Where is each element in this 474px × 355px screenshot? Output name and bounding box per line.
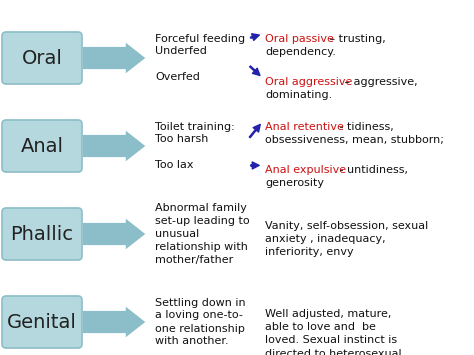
Text: set-up leading to: set-up leading to [155,216,250,226]
Text: dependency.: dependency. [265,47,336,57]
Text: unusual: unusual [155,229,199,239]
FancyArrowPatch shape [83,43,145,73]
Text: Phallic: Phallic [10,224,73,244]
Text: Anal expulsive: Anal expulsive [265,165,346,175]
Text: Anal: Anal [20,137,64,155]
FancyArrowPatch shape [83,131,145,161]
Text: Vanity, self-obsession, sexual
anxiety , inadequacy,
inferiority, envy: Vanity, self-obsession, sexual anxiety ,… [265,221,428,257]
Text: Too harsh: Too harsh [155,135,209,144]
Text: Genital: Genital [7,312,77,332]
Text: mother/father: mother/father [155,255,233,265]
FancyBboxPatch shape [2,120,82,172]
Text: – trusting,: – trusting, [326,34,386,44]
Text: – aggressive,: – aggressive, [341,77,418,87]
Text: generosity: generosity [265,178,324,189]
FancyArrowPatch shape [83,219,145,249]
Text: Oral aggressive: Oral aggressive [265,77,352,87]
Text: Forceful feeding: Forceful feeding [155,33,245,44]
Text: - untidiness,: - untidiness, [337,165,409,175]
Text: Abnormal family: Abnormal family [155,203,247,213]
Text: relationship with: relationship with [155,242,248,252]
Text: Toilet training:: Toilet training: [155,121,235,131]
FancyBboxPatch shape [2,208,82,260]
FancyArrowPatch shape [83,307,145,337]
Text: Anal retentive: Anal retentive [265,122,344,132]
FancyBboxPatch shape [2,296,82,348]
Text: - tidiness,: - tidiness, [337,122,394,132]
Text: Well adjusted, mature,
able to love and  be
loved. Sexual instinct is
directed t: Well adjusted, mature, able to love and … [265,309,401,355]
Text: Oral passive: Oral passive [265,34,334,44]
Text: with another.: with another. [155,337,228,346]
FancyArrowPatch shape [249,124,260,138]
FancyArrowPatch shape [250,66,260,76]
Text: Oral: Oral [21,49,63,67]
FancyBboxPatch shape [2,32,82,84]
Text: Underfed: Underfed [155,47,207,56]
Text: obsessiveness, mean, stubborn;: obsessiveness, mean, stubborn; [265,135,444,145]
FancyArrowPatch shape [251,162,259,169]
Text: one relationship: one relationship [155,323,245,333]
Text: Settling down in: Settling down in [155,297,246,307]
Text: dominating.: dominating. [265,91,332,100]
Text: Too lax: Too lax [155,160,193,170]
Text: a loving one-to-: a loving one-to- [155,311,243,321]
Text: Overfed: Overfed [155,72,200,82]
FancyArrowPatch shape [250,34,259,40]
